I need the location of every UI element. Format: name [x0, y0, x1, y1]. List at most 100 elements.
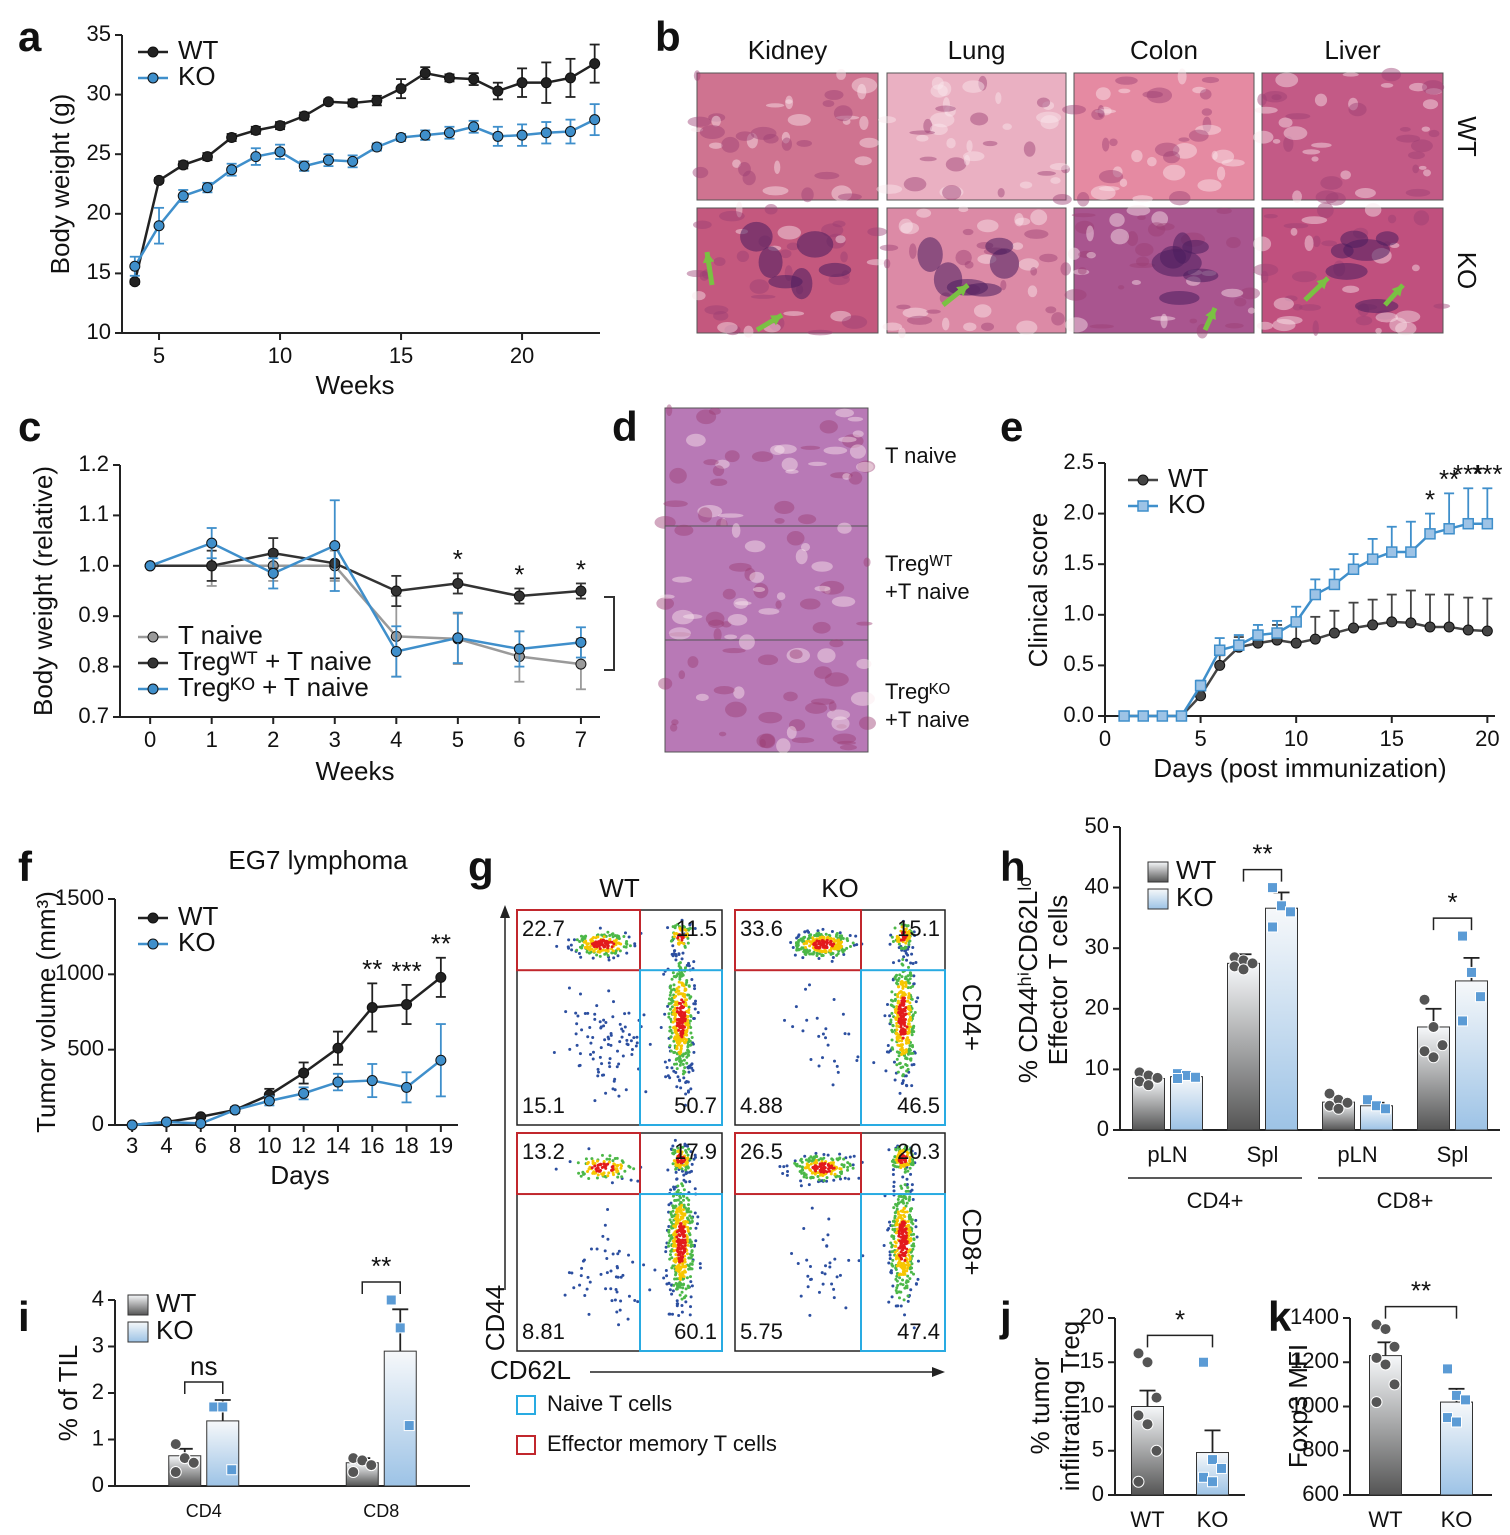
panel-letter: g	[468, 843, 494, 890]
x-tick-label: pLN	[1147, 1142, 1187, 1167]
density-dot	[676, 1299, 679, 1302]
tissue-texture	[1275, 73, 1298, 88]
legend-label: KO	[156, 1315, 194, 1345]
density-dot	[606, 931, 609, 934]
marker	[1215, 645, 1225, 655]
density-dot	[891, 1285, 894, 1288]
tissue-texture	[744, 326, 754, 338]
quadrant-value: 20.3	[897, 1139, 940, 1164]
density-dot	[623, 1170, 626, 1173]
data-point	[348, 1467, 359, 1478]
density-dot	[679, 1244, 682, 1247]
density-dot	[623, 945, 626, 948]
density-dot	[781, 1172, 784, 1175]
density-dot	[891, 1265, 894, 1268]
density-dot	[627, 1318, 630, 1321]
density-dot	[892, 1206, 895, 1209]
density-dot	[901, 1210, 904, 1213]
density-dot	[853, 1155, 856, 1158]
marker	[1329, 628, 1339, 638]
density-dot	[887, 1262, 890, 1265]
density-dot	[662, 1276, 665, 1279]
density-dot	[568, 1048, 571, 1051]
data-point	[1437, 1040, 1448, 1051]
tissue-texture	[1028, 285, 1037, 297]
tissue-texture	[796, 549, 808, 564]
y-axis-title: infiltrating Treg	[1055, 1321, 1085, 1492]
tissue-texture	[1342, 286, 1359, 293]
density-dot	[842, 1158, 845, 1161]
data-point	[227, 1465, 237, 1475]
density-dot	[675, 955, 678, 958]
tissue-texture	[1045, 306, 1056, 313]
density-dot	[895, 1028, 898, 1031]
tissue-texture	[758, 712, 782, 723]
density-dot	[901, 958, 904, 961]
density-dot	[672, 1289, 675, 1292]
density-dot	[901, 1018, 904, 1021]
density-dot	[910, 1221, 913, 1224]
legend-marker	[1138, 475, 1148, 485]
density-dot	[889, 1257, 892, 1260]
tissue-texture	[1051, 312, 1065, 325]
marker	[396, 133, 406, 143]
density-dot	[567, 938, 570, 941]
tissue-texture	[970, 112, 988, 125]
density-dot	[628, 1033, 631, 1036]
density-dot	[599, 927, 602, 930]
density-dot	[907, 943, 910, 946]
density-dot	[818, 1178, 821, 1181]
density-dot	[907, 1012, 910, 1015]
quadrant-value: 33.6	[740, 916, 783, 941]
tissue-texture	[782, 458, 798, 472]
marker	[130, 277, 140, 287]
density-dot	[811, 1207, 814, 1210]
tissue-texture	[964, 155, 970, 166]
density-dot	[902, 1012, 905, 1015]
legend-marker	[148, 684, 158, 694]
data-point	[1458, 931, 1468, 941]
density-dot	[676, 1302, 679, 1305]
legend-label: KO	[178, 61, 216, 91]
data-point	[366, 1460, 377, 1471]
tissue-texture	[835, 235, 845, 243]
density-dot	[890, 990, 893, 993]
quadrant-value: 22.7	[522, 916, 565, 941]
density-dot	[902, 1202, 905, 1205]
tissue-texture	[1178, 137, 1189, 141]
tissue-texture	[962, 80, 984, 93]
annotation: *	[1425, 484, 1435, 514]
density-dot	[599, 1056, 602, 1059]
density-dot	[691, 1036, 694, 1039]
density-dot	[616, 1252, 619, 1255]
data-point	[1428, 1021, 1439, 1032]
density-dot	[592, 1051, 595, 1054]
density-dot	[635, 1036, 638, 1039]
density-dot	[680, 1025, 683, 1028]
density-dot	[674, 1253, 677, 1256]
density-dot	[607, 1171, 610, 1174]
density-dot	[910, 1030, 913, 1033]
density-dot	[799, 1179, 802, 1182]
density-dot	[594, 936, 597, 939]
infiltrate	[1159, 291, 1199, 305]
tissue-texture	[785, 469, 798, 473]
density-dot	[822, 1238, 825, 1241]
quadrant-value: 5.75	[740, 1319, 783, 1344]
legend-swatch	[128, 1295, 148, 1315]
tissue-texture	[1356, 316, 1373, 326]
density-dot	[905, 1190, 908, 1193]
density-dot	[630, 1053, 633, 1056]
density-dot	[676, 1185, 679, 1188]
tissue-texture	[1264, 214, 1278, 218]
data-point	[1268, 922, 1278, 932]
density-dot	[564, 1294, 567, 1297]
tissue-texture	[857, 84, 866, 100]
density-dot	[614, 1298, 617, 1301]
density-dot	[686, 1066, 689, 1069]
tissue-texture	[1365, 203, 1382, 217]
marker	[402, 999, 412, 1009]
density-dot	[670, 1066, 673, 1069]
legend-marker	[148, 73, 158, 83]
tissue-texture	[1065, 289, 1087, 301]
